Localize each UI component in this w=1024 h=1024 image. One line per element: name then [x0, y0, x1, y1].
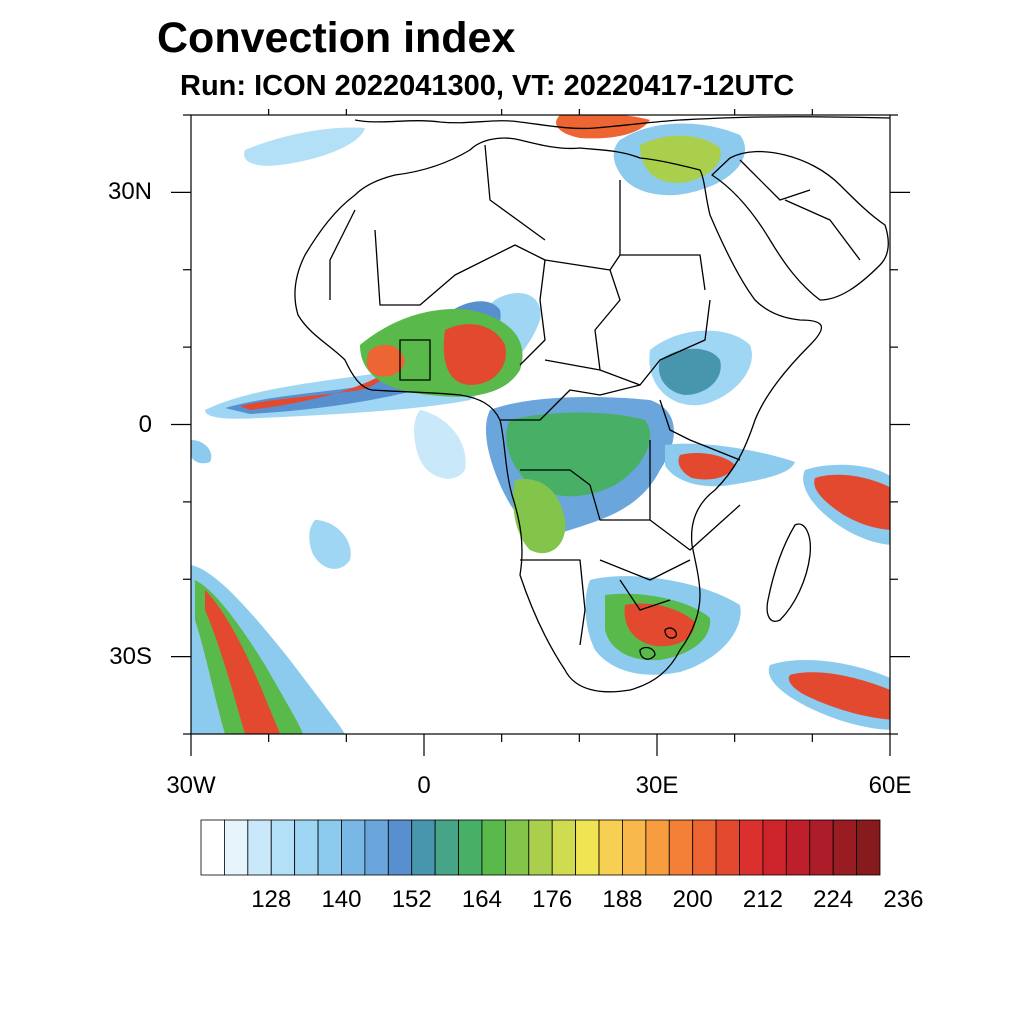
- country-border: [520, 559, 586, 646]
- country-border: [329, 209, 356, 300]
- colorbar-swatch: [200, 819, 225, 876]
- colorbar-swatch: [832, 819, 857, 876]
- colorbar-swatch: [598, 819, 623, 876]
- country-border: [544, 180, 621, 271]
- europe-coastline: [354, 116, 890, 130]
- cloud-field: [244, 127, 365, 166]
- cloud-field: [624, 603, 695, 647]
- country-border: [784, 199, 861, 261]
- convection-fields: [191, 115, 890, 734]
- colorbar-swatch: [739, 819, 764, 876]
- madagascar-coastline: [766, 523, 811, 622]
- country-border: [594, 269, 621, 371]
- country-border: [739, 159, 811, 201]
- cloud-field: [658, 348, 721, 395]
- colorbar-swatch: [387, 819, 413, 876]
- colorbar-tick-label: 176: [532, 886, 573, 913]
- lon-label: 0: [417, 772, 431, 799]
- cloud-field: [814, 474, 890, 530]
- colorbar-tick-label: 236: [883, 886, 924, 913]
- colorbar-swatch: [575, 819, 600, 876]
- country-border: [599, 559, 691, 581]
- colorbar-tick-label: 128: [251, 886, 292, 913]
- colorbar: [200, 819, 881, 876]
- colorbar-swatch: [622, 819, 647, 876]
- country-border: [619, 579, 671, 611]
- country-border: [520, 469, 650, 521]
- colorbar-tick-label: 164: [461, 886, 502, 913]
- colorbar-tick-label: 188: [602, 886, 643, 913]
- colorbar-swatch: [341, 819, 366, 876]
- colorbar-swatch: [247, 819, 272, 876]
- lon-label: 60E: [868, 772, 912, 799]
- africa-coastline: [294, 137, 823, 693]
- country-border: [484, 144, 546, 241]
- country-border: [664, 627, 677, 639]
- country-border: [500, 384, 641, 421]
- cloud-field: [205, 590, 280, 734]
- colorbar-swatch: [785, 819, 811, 876]
- country-border: [519, 299, 546, 366]
- cloud-field: [678, 453, 735, 480]
- colorbar-swatch: [856, 819, 881, 876]
- colorbar-swatch: [809, 819, 834, 876]
- colorbar-swatch: [715, 819, 740, 876]
- country-border: [649, 440, 741, 551]
- colorbar-tick-label: 152: [391, 886, 432, 913]
- cloud-field: [191, 440, 212, 464]
- country-border: [599, 299, 711, 386]
- colorbar-tick-label: 200: [672, 886, 713, 913]
- colorbar-swatch: [411, 819, 436, 876]
- colorbar-swatch: [481, 819, 506, 876]
- colorbar-tick-label: 140: [321, 886, 362, 913]
- colorbar-tick-label: 224: [813, 886, 854, 913]
- lat-label: 0: [138, 410, 152, 438]
- lon-label: 30W: [166, 772, 216, 799]
- colorbar-swatch: [528, 819, 553, 876]
- cloud-field: [788, 672, 890, 720]
- colorbar-swatch: [434, 819, 459, 876]
- colorbar-swatch: [645, 819, 670, 876]
- arabia-coastline: [711, 150, 889, 301]
- colorbar-swatch: [294, 819, 319, 876]
- colorbar-swatch: [504, 819, 530, 876]
- cloud-field: [414, 410, 466, 479]
- coastlines: [294, 116, 890, 693]
- cloud-field: [443, 324, 506, 385]
- cloud-field: [506, 412, 651, 497]
- colorbar-swatch: [551, 819, 577, 876]
- country-border: [620, 254, 706, 291]
- colorbar-tick-label: 212: [742, 886, 783, 913]
- lat-label: 30N: [107, 178, 152, 206]
- country-border: [659, 399, 741, 461]
- chart-title: Convection index: [157, 14, 516, 62]
- cloud-field: [309, 520, 351, 569]
- cloud-field: [513, 479, 566, 554]
- lon-label: 30E: [635, 772, 679, 799]
- country-border: [544, 359, 601, 371]
- colorbar-swatch: [458, 819, 483, 876]
- colorbar-swatch: [270, 819, 296, 876]
- cloud-field: [240, 355, 405, 410]
- lat-label: 30S: [109, 642, 152, 670]
- colorbar-swatch: [762, 819, 787, 876]
- map-ticks: [171, 109, 910, 756]
- colorbar-swatch: [224, 819, 249, 876]
- colorbar-swatch: [364, 819, 389, 876]
- cloud-field: [366, 344, 405, 377]
- colorbar-swatch: [668, 819, 694, 876]
- colorbar-swatch: [692, 819, 717, 876]
- country-border: [639, 646, 656, 660]
- colorbar-swatch: [317, 819, 342, 876]
- country-border: [399, 339, 431, 381]
- chart-subtitle: Run: ICON 2022041300, VT: 20220417-12UTC: [180, 70, 795, 102]
